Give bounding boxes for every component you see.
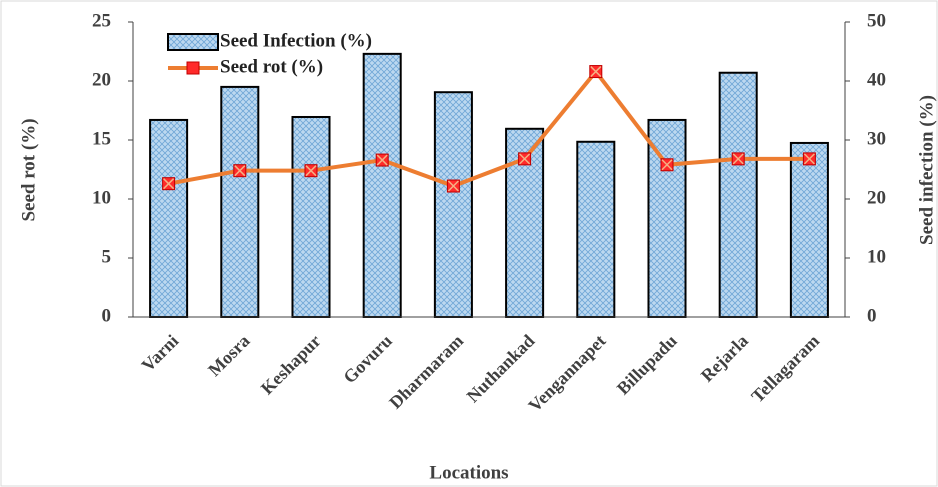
bar [789,141,829,318]
marker-cross [590,66,602,78]
marker-cross [163,178,175,190]
marker-cross [447,180,459,192]
y-tick-label: 25 [92,10,111,31]
bar [362,52,402,319]
y2-tick-label: 10 [867,246,886,267]
y2-axis-title: Seed infection (%) [916,95,937,245]
y-tick-label: 5 [102,246,112,267]
y-tick-label: 0 [102,305,112,326]
legend-label: Seed rot (%) [220,56,323,77]
marker-cross [376,154,388,166]
y2-tick-label: 0 [867,305,877,326]
marker-cross [732,153,744,165]
y2-tick-label: 50 [867,10,886,31]
bar [433,91,473,318]
marker-cross [519,153,531,165]
y-tick-label: 10 [92,187,111,208]
y2-tick-label: 20 [867,187,886,208]
bar [149,118,189,318]
bar [718,71,758,318]
bar [220,85,260,319]
y2-tick-label: 30 [867,128,886,149]
legend-marker [186,61,200,75]
y-tick-label: 15 [92,128,111,149]
legend-label: Seed Infection (%) [220,30,372,51]
marker-cross [661,159,673,171]
x-axis-title: Locations [429,462,508,483]
bar [576,140,616,318]
bar [647,118,687,318]
y2-tick-label: 40 [867,69,886,90]
line [168,68,810,189]
marker-cross [305,165,317,177]
bar [291,115,331,318]
marker-cross [234,165,246,177]
marker-cross [803,153,815,165]
y-tick-label: 20 [92,69,111,90]
y-axis-title: Seed rot (%) [18,118,39,221]
legend-swatch [167,33,219,51]
